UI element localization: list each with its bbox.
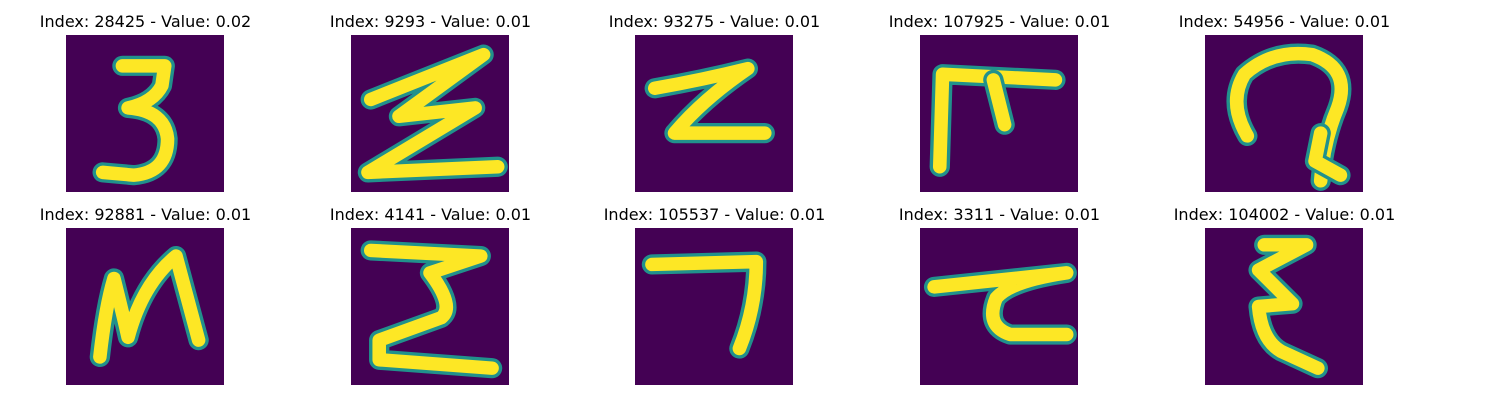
digit-image — [635, 228, 793, 385]
panel-title: Index: 9293 - Value: 0.01 — [329, 12, 532, 31]
seven-like-glyph — [641, 251, 767, 359]
image-panel: Index: 107925 - Value: 0.01 — [857, 12, 1142, 202]
image-panel: Index: 105537 - Value: 0.01 — [572, 205, 857, 395]
panel-title: Index: 93275 - Value: 0.01 — [608, 12, 821, 31]
small-z — [644, 58, 775, 144]
image-panel: Index: 9293 - Value: 0.01 — [288, 12, 573, 202]
panel-title: Index: 107925 - Value: 0.01 — [888, 12, 1111, 31]
panel-title: Index: 105537 - Value: 0.01 — [603, 205, 826, 224]
pi-like-glyph — [929, 64, 1066, 177]
panel-title: Index: 28425 - Value: 0.02 — [39, 12, 252, 31]
panel-title: Index: 54956 - Value: 0.01 — [1178, 12, 1391, 31]
digit-image — [351, 228, 509, 385]
image-panel: Index: 3311 - Value: 0.01 — [857, 205, 1142, 395]
epsilon-like-glyph — [1248, 234, 1329, 379]
stroke-core — [986, 73, 1012, 132]
digit-image — [66, 228, 224, 385]
panel-title: Index: 4141 - Value: 0.01 — [329, 205, 532, 224]
digit-image — [1205, 35, 1363, 192]
stroke-core — [363, 243, 499, 375]
panel-title: Index: 92881 - Value: 0.01 — [39, 205, 252, 224]
stroke-core — [1229, 46, 1348, 188]
image-background — [635, 35, 793, 192]
tau-like-glyph — [923, 262, 1077, 345]
digit-three — [92, 55, 178, 186]
stroke-core — [647, 61, 772, 140]
z-with-bar — [357, 44, 508, 183]
image-panel: Index: 28425 - Value: 0.02 — [3, 12, 288, 202]
image-panel: Index: 93275 - Value: 0.01 — [572, 12, 857, 202]
image-panel: Index: 92881 - Value: 0.01 — [3, 205, 288, 395]
digit-image — [1205, 228, 1363, 385]
stroke-core — [1308, 126, 1348, 182]
digit-image — [920, 35, 1078, 192]
digit-image — [920, 228, 1078, 385]
n-like-glyph — [89, 245, 209, 368]
stroke-core — [93, 249, 206, 364]
digit-image — [351, 35, 509, 192]
sigma-like-glyph — [360, 240, 503, 379]
loop-glyph — [1226, 43, 1352, 191]
stroke-core — [95, 59, 175, 182]
image-panel: Index: 104002 - Value: 0.01 — [1142, 205, 1427, 395]
image-background — [635, 228, 793, 385]
stroke-core — [361, 47, 505, 180]
image-panel: Index: 54956 - Value: 0.01 — [1142, 12, 1427, 202]
stroke-core — [645, 254, 764, 356]
panel-title: Index: 104002 - Value: 0.01 — [1173, 205, 1396, 224]
image-panel: Index: 4141 - Value: 0.01 — [288, 205, 573, 395]
digit-image — [635, 35, 793, 192]
stroke-core — [932, 67, 1063, 174]
digit-image — [66, 35, 224, 192]
panel-title: Index: 3311 - Value: 0.01 — [898, 205, 1101, 224]
stroke-core — [1251, 238, 1325, 375]
stroke-core — [927, 266, 1074, 342]
